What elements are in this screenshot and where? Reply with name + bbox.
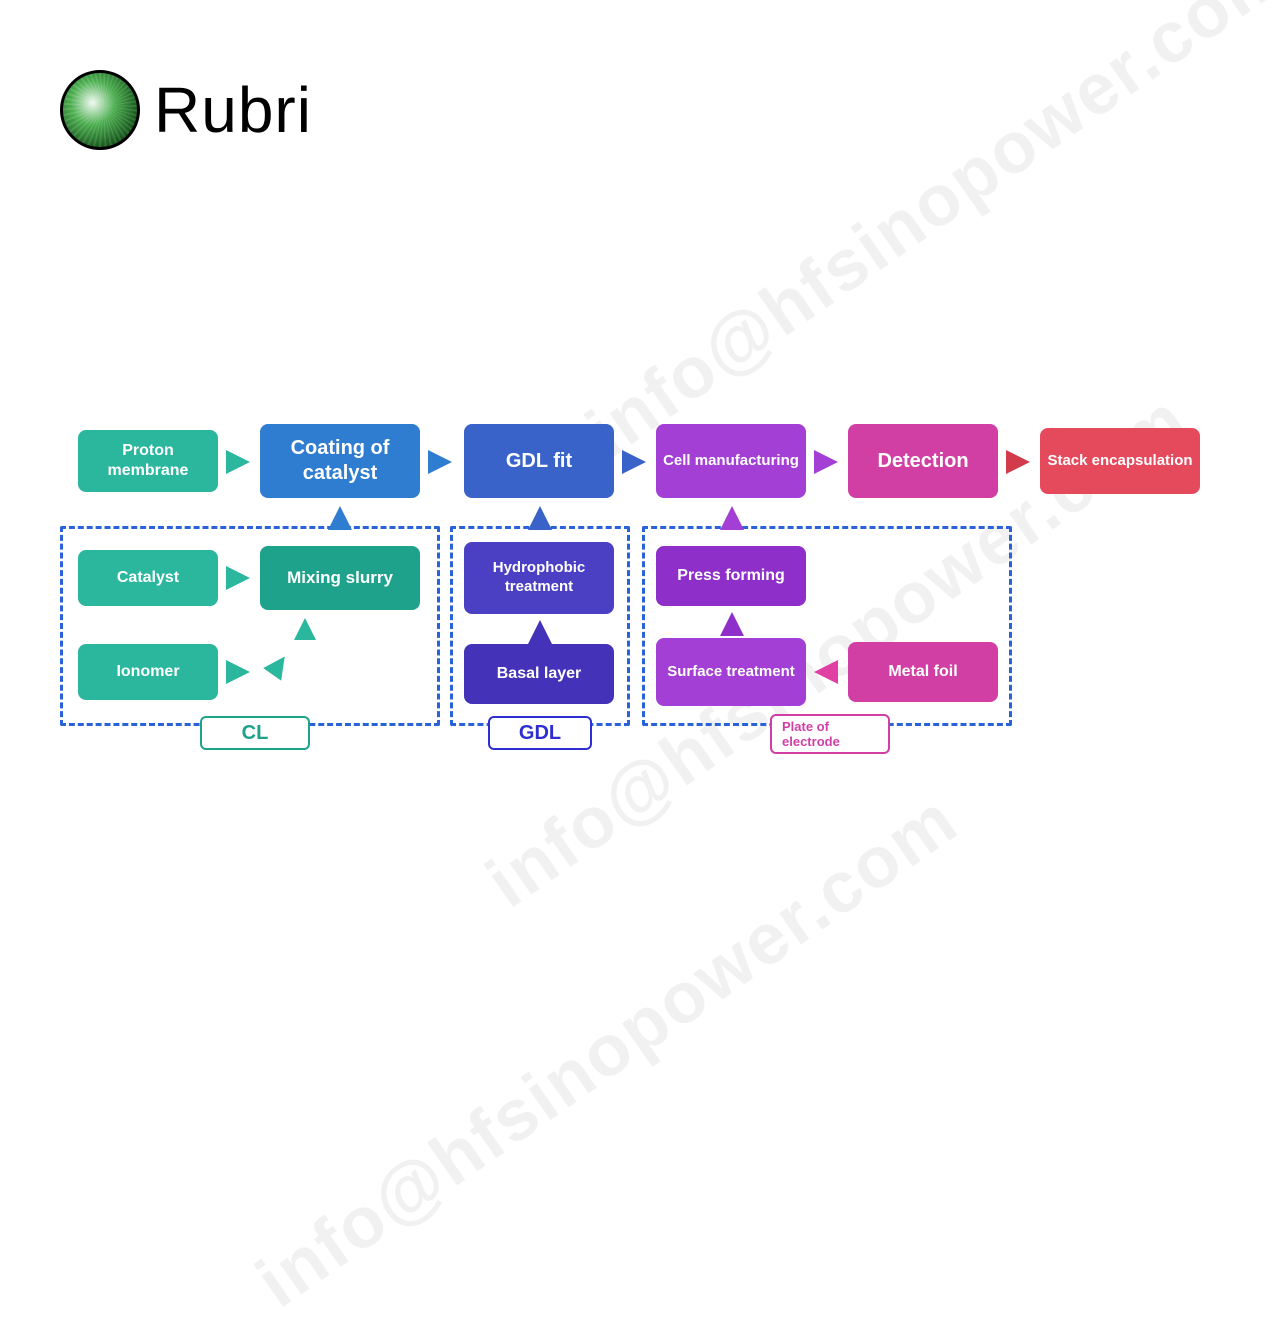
- arrow-a8: [226, 660, 250, 689]
- node-gdlfit: GDL fit: [464, 424, 614, 498]
- arrow-a5: [1006, 450, 1030, 479]
- node-press: Press forming: [656, 546, 806, 606]
- arrow-a4: [814, 450, 838, 479]
- node-hydro: Hydrophobic treatment: [464, 542, 614, 614]
- node-cell: Cell manufacturing: [656, 424, 806, 498]
- node-detect: Detection: [848, 424, 998, 498]
- arrow-a10: [294, 618, 316, 645]
- arrow-a1: [226, 450, 250, 479]
- node-metal: Metal foil: [848, 642, 998, 702]
- brand-name: Rubri: [154, 73, 312, 147]
- arrow-a2: [428, 450, 452, 479]
- arrow-a11: [528, 506, 552, 535]
- shell-icon: [60, 70, 140, 150]
- arrow-a12: [528, 620, 552, 649]
- arrow-a15: [814, 660, 838, 689]
- group-label-cl: CL: [200, 716, 310, 750]
- group-label-plate: Plate of electrode: [770, 714, 890, 754]
- arrow-a13: [720, 506, 744, 535]
- node-coating: Coating of catalyst: [260, 424, 420, 498]
- arrow-a6: [328, 506, 352, 535]
- watermark-text: info@hfsinopower.com: [572, 0, 1282, 474]
- arrow-a3: [622, 450, 646, 479]
- node-basal: Basal layer: [464, 644, 614, 704]
- arrow-a7: [226, 566, 250, 595]
- group-label-gdl: GDL: [488, 716, 592, 750]
- brand-logo: Rubri: [60, 70, 312, 150]
- process-flowchart: CLGDLPlate of electrodeProton membraneCo…: [60, 430, 1230, 810]
- node-catalyst: Catalyst: [78, 550, 218, 606]
- node-surface: Surface treatment: [656, 638, 806, 706]
- node-mixing: Mixing slurry: [260, 546, 420, 610]
- arrow-a14: [720, 612, 744, 641]
- watermark-text: info@hfsinopower.com: [242, 778, 972, 1324]
- node-stack: Stack encapsulation: [1040, 428, 1200, 494]
- node-proton: Proton membrane: [78, 430, 218, 492]
- node-ionomer: Ionomer: [78, 644, 218, 700]
